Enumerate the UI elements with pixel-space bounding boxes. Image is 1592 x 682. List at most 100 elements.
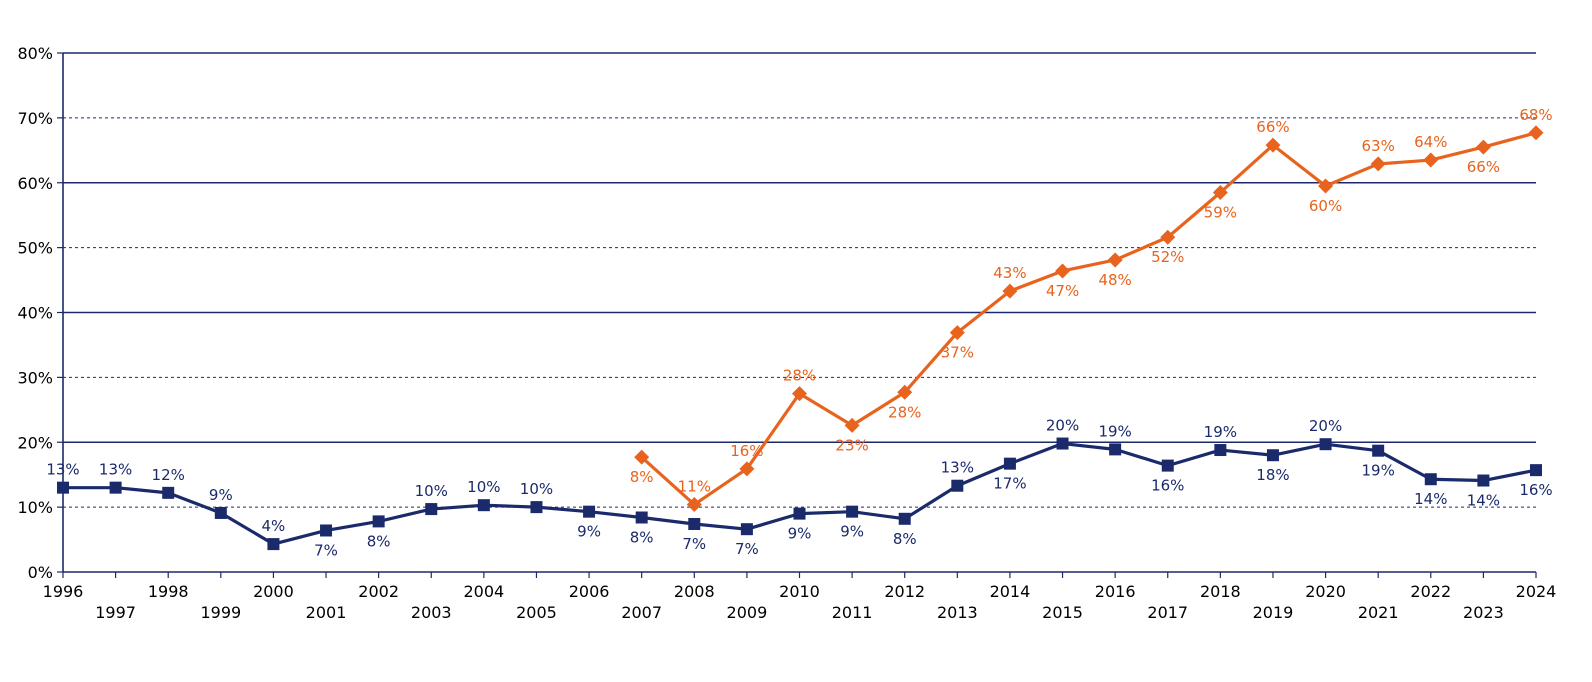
- orange-series-point: [897, 384, 913, 400]
- x-tick-label: 2011: [832, 603, 873, 622]
- orange-series-data-label: 37%: [941, 344, 974, 362]
- navy-series-data-label: 19%: [1362, 462, 1395, 480]
- navy-series-data-label: 7%: [314, 541, 338, 559]
- navy-series-point: [267, 538, 280, 551]
- orange-series-data-label: 63%: [1362, 137, 1395, 155]
- x-tick-label: 2022: [1410, 582, 1451, 601]
- navy-series-point: [530, 501, 543, 514]
- x-tick-label: 2021: [1358, 603, 1399, 622]
- navy-series-data-label: 9%: [209, 486, 233, 504]
- navy-series-point: [740, 523, 753, 536]
- orange-series-point: [1423, 152, 1439, 168]
- orange-series-data-label: 28%: [783, 367, 816, 385]
- x-tick-label: 1996: [43, 582, 84, 601]
- x-tick-label: 2000: [253, 582, 294, 601]
- x-tick-label: 1998: [148, 582, 189, 601]
- navy-series-data-label: 7%: [682, 535, 706, 553]
- navy-series-data-label: 8%: [630, 529, 654, 547]
- orange-series-data-label: 48%: [1098, 271, 1131, 289]
- x-tick-label: 2018: [1200, 582, 1241, 601]
- x-tick-label: 2013: [937, 603, 978, 622]
- navy-series-data-label: 14%: [1414, 490, 1447, 508]
- navy-series-data-label: 10%: [415, 482, 448, 500]
- navy-series-point: [793, 507, 806, 520]
- x-tick-label: 2017: [1147, 603, 1188, 622]
- navy-series-data-label: 8%: [367, 532, 391, 550]
- y-axis-tick-labels: 0% 10% 20% 30% 40% 50% 60% 70% 80%: [17, 44, 53, 582]
- navy-series-point: [57, 481, 69, 494]
- x-tick-label: 2001: [306, 603, 347, 622]
- y-tick-label: 50%: [17, 239, 53, 258]
- x-tick-label: 2014: [990, 582, 1031, 601]
- orange-series-point: [1265, 137, 1281, 153]
- y-tick-label: 80%: [17, 44, 53, 63]
- orange-series-data-label: 11%: [678, 478, 711, 496]
- x-tick-label: 2024: [1516, 582, 1557, 601]
- navy-series-point: [1003, 457, 1016, 470]
- x-tick-label: 2006: [569, 582, 610, 601]
- orange-series-point: [1160, 229, 1176, 245]
- navy-series-point: [372, 515, 385, 528]
- navy-series-point: [951, 479, 964, 492]
- x-tick-label: 2009: [727, 603, 768, 622]
- navy-series-point: [320, 524, 333, 537]
- orange-series-data-label: 52%: [1151, 248, 1184, 266]
- navy-series-data-label: 9%: [577, 523, 601, 541]
- navy-series-point: [1319, 438, 1332, 451]
- orange-series-data-label: 23%: [835, 436, 868, 454]
- x-axis-tick-labels: 1996 1997 1998 1999 2000 2001 2002 2003 2004 2005…: [43, 572, 1557, 622]
- x-tick-label: 2007: [621, 603, 662, 622]
- navy-series-point: [1477, 474, 1490, 487]
- navy-series-data-label: 17%: [993, 475, 1026, 493]
- navy-series-point: [1530, 464, 1542, 477]
- orange-series-data-label: 68%: [1519, 106, 1552, 124]
- navy-series-point: [1424, 473, 1437, 486]
- x-tick-label: 1999: [200, 603, 241, 622]
- navy-series-data-label: 20%: [1309, 417, 1342, 435]
- orange-series-data-label: 28%: [888, 403, 921, 421]
- x-tick-label: 2023: [1463, 603, 1504, 622]
- navy-series-point: [109, 481, 122, 494]
- orange-series-data-label: 43%: [993, 264, 1026, 282]
- navy-series-point: [1266, 449, 1279, 462]
- x-tick-label: 2015: [1042, 603, 1083, 622]
- navy-series-data-label: 10%: [467, 478, 500, 496]
- orange-series-data-label: 47%: [1046, 282, 1079, 300]
- navy-series-point: [1161, 459, 1174, 472]
- navy-series-point: [477, 499, 490, 512]
- y-tick-label: 20%: [17, 433, 53, 452]
- navy-series-data-label: 16%: [1151, 477, 1184, 495]
- y-tick-label: 10%: [17, 498, 53, 517]
- gridlines: [57, 52, 1536, 573]
- navy-series-point: [688, 517, 701, 530]
- orange-series-point: [1055, 263, 1071, 279]
- navy-series-point: [214, 506, 227, 519]
- navy-series-point: [846, 505, 859, 518]
- series-navy: 13% 13% 12% 9% 4% 7% 8% 10% 10% 10% 9% 8% 7% 7% 9% 9% 8%…: [46, 417, 1552, 560]
- navy-series-point: [583, 505, 596, 518]
- orange-series-data-label: 66%: [1467, 158, 1500, 176]
- orange-series-data-label: 64%: [1414, 133, 1447, 151]
- navy-series-data-label: 9%: [788, 525, 812, 543]
- navy-series-point: [1109, 443, 1122, 456]
- navy-series-point: [635, 511, 648, 524]
- series-orange: 8% 11% 16% 28% 23% 28% 37% 43% 47% 48% 52% 59% 66% 60…: [630, 106, 1553, 513]
- x-tick-label: 2004: [463, 582, 504, 601]
- x-tick-label: 2016: [1095, 582, 1136, 601]
- orange-series-point: [1370, 156, 1386, 172]
- orange-series-point: [634, 449, 650, 465]
- orange-series-point: [792, 386, 807, 402]
- navy-series-data-label: 18%: [1256, 466, 1289, 484]
- navy-series-data-label: 16%: [1519, 481, 1552, 499]
- navy-series-data-label: 4%: [262, 517, 286, 535]
- orange-series-data-label: 66%: [1256, 118, 1289, 136]
- navy-series-data-label: 12%: [152, 466, 185, 484]
- navy-series-data-label: 13%: [99, 461, 132, 479]
- navy-series-point: [1372, 444, 1385, 457]
- orange-series-point: [1475, 139, 1491, 155]
- x-tick-label: 1997: [95, 603, 136, 622]
- orange-series-data-label: 60%: [1309, 197, 1342, 215]
- orange-series-point: [1212, 184, 1228, 200]
- orange-series-point: [686, 497, 702, 513]
